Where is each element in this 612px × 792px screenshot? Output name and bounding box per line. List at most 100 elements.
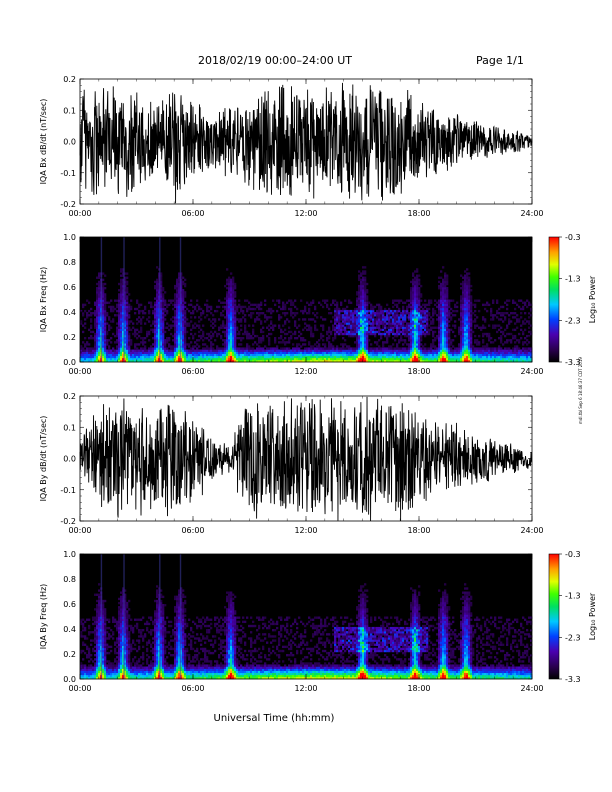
bx-spectrogram-cell — [114, 351, 117, 354]
bx-spectrogram-cell — [434, 347, 437, 350]
bx-spectrogram-cell — [92, 355, 95, 359]
bx-spectrogram-cell — [466, 328, 469, 332]
bx-spectrogram-cell — [250, 307, 253, 311]
bx-spectrogram-cell — [170, 353, 173, 357]
bx-spectrogram-cell — [314, 351, 317, 354]
bx-spectrogram-cell — [334, 299, 337, 302]
bx-spectrogram-cell — [382, 320, 385, 323]
bx-spectrogram-cell — [128, 326, 131, 329]
bx-spectrogram-cell — [440, 341, 443, 344]
bx-spectrogram-cell — [470, 324, 473, 327]
bx-spectrogram-cell — [446, 305, 449, 309]
bx-spectrogram-cell — [162, 303, 165, 307]
bx-spectrogram-cell — [200, 357, 203, 361]
bx-spectrogram-cell — [322, 339, 325, 342]
bx-spectrogram-cell — [328, 351, 331, 354]
bx-spectrogram-cell — [216, 345, 219, 348]
bx-spectrogram-cell — [126, 301, 129, 304]
bx-spectrogram-cell — [418, 339, 421, 342]
bx-spectrogram-cell — [300, 332, 303, 336]
bx-spectrogram-cell — [130, 353, 133, 357]
bx-spectrogram-cell — [458, 328, 461, 332]
bx-spectrogram-cell — [252, 349, 255, 352]
bx-spectrogram-cell — [124, 295, 127, 298]
bx-spectrogram-cell — [398, 328, 401, 332]
bx-spectrogram-cell — [82, 305, 85, 309]
bx-spectrogram-cell — [330, 320, 333, 323]
bx-spectrogram-cell — [162, 287, 165, 290]
bx-spectrogram-cell — [386, 330, 389, 334]
bx-spectrogram-cell — [230, 301, 233, 304]
bx-spectrogram-cell — [118, 357, 121, 361]
bx-spectrogram-cell — [444, 343, 447, 346]
bx-spectrogram-cell — [412, 312, 415, 315]
bx-spectrogram-cell — [462, 299, 465, 302]
bx-spectrogram-cell — [104, 326, 107, 329]
bx-spectrogram-cell — [412, 337, 415, 340]
bx-spectrogram-cell — [338, 349, 341, 352]
bx-spectrogram-cell — [252, 347, 255, 350]
bx-spectrogram-cell — [222, 320, 225, 323]
bx-spectrogram-cell — [110, 337, 113, 340]
bx-spectrogram-cell — [238, 318, 241, 321]
bx-spectrogram-cell — [154, 318, 157, 321]
bx-spectrogram-cell — [442, 280, 445, 284]
bx-spectrogram-cell — [248, 305, 251, 309]
bx-spectrogram-cell — [334, 320, 337, 323]
bx-spectrogram-cell — [444, 345, 447, 348]
bx-spectrogram-cell — [156, 301, 159, 304]
bx-spectrogram-cell — [526, 347, 529, 350]
bx-spectrogram-cell — [106, 349, 109, 352]
bx-spectrogram-cell — [310, 318, 313, 321]
bx-spectrogram-cell — [344, 299, 347, 302]
bx-spectrogram-cell — [474, 334, 477, 338]
bx-spectrogram-cell — [176, 324, 179, 327]
bx-spectrogram-cell — [530, 307, 533, 311]
bx-spectrogram-cell — [146, 351, 149, 354]
bx-spectrogram-cell — [366, 309, 369, 313]
bx-spectrogram-cell — [408, 343, 411, 346]
bx-spectrogram-cell — [356, 301, 359, 304]
bx-spectrogram-cell — [500, 312, 503, 315]
bx-spectrogram-cell — [484, 303, 487, 307]
bx-spectrogram-cell — [174, 339, 177, 342]
bx-spectrogram-cell — [404, 347, 407, 350]
bx-spectrogram-cell — [118, 309, 121, 313]
bx-spectrogram-cell — [236, 332, 239, 336]
bx-spectrogram-cell — [488, 357, 491, 361]
bx-spectrogram-cell — [226, 353, 229, 357]
bx-spectrogram-cell — [282, 312, 285, 315]
bx-spectrogram-cell — [522, 322, 525, 325]
bx-spectrogram-cell — [490, 355, 493, 359]
bx-spectrogram-cell — [136, 301, 139, 304]
bx-spectrogram-cell — [416, 326, 419, 329]
bx-spectrogram-cell — [104, 345, 107, 348]
bx-spectrogram-cell — [358, 297, 361, 300]
bx-spectrogram-cell — [358, 274, 361, 277]
bx-spectrogram-cell — [108, 328, 111, 332]
bx-spectrogram-cell — [160, 289, 163, 292]
bx-spectrogram-cell — [364, 287, 367, 290]
bx-spectrogram-cell — [102, 291, 105, 294]
bx-spectrogram-cell — [136, 357, 139, 361]
bx-spectrogram-cell — [142, 339, 145, 342]
bx-spectrogram-cell — [366, 355, 369, 359]
bx-spectrogram-cell — [126, 312, 129, 315]
bx-spectrogram-cell — [292, 301, 295, 304]
bx-spectrogram-cell — [212, 347, 215, 350]
bx-spectrogram-cell — [466, 326, 469, 329]
bx-spectrogram-cell — [464, 305, 467, 309]
bx-spectrogram-cell — [102, 318, 105, 321]
bx-spectrogram-cell — [228, 309, 231, 313]
bx-spectrogram-cell — [322, 351, 325, 354]
bx-spectrogram-cell — [408, 353, 411, 357]
bx-spectrogram-cell — [360, 332, 363, 336]
bx-spectrogram-cell — [330, 330, 333, 334]
bx-spectrogram-cell — [374, 318, 377, 321]
bx-spectrogram-cell — [258, 351, 261, 354]
bx-spectrogram-cell — [372, 355, 375, 359]
bx-spectrogram-cell — [370, 305, 373, 309]
bx-spectrogram-cell — [264, 345, 267, 348]
bx-spectrogram-cell — [208, 339, 211, 342]
bx-spectrogram-cell — [122, 291, 125, 294]
